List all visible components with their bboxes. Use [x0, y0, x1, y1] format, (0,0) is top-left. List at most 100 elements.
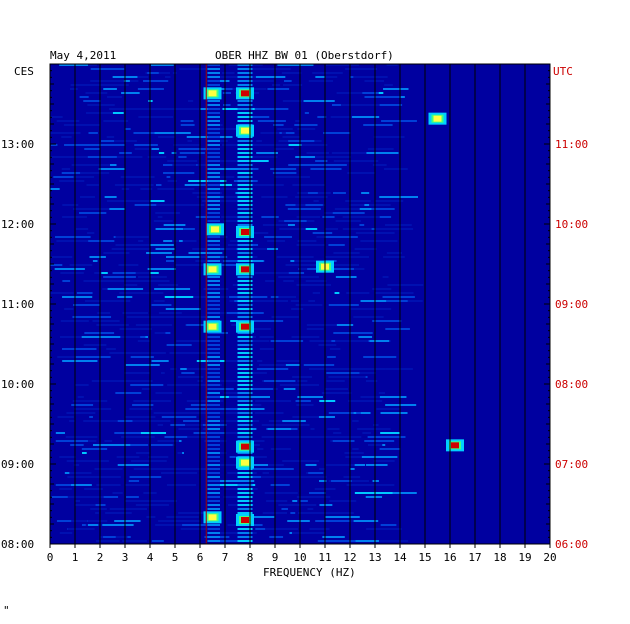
- x-tick-label: 8: [247, 551, 254, 564]
- spectral-band: [69, 264, 93, 266]
- spectral-band: [213, 160, 251, 162]
- spectral-band: [357, 428, 391, 430]
- spectral-band: [260, 468, 294, 470]
- spectral-band: [72, 316, 112, 318]
- spectral-band: [151, 360, 169, 362]
- spectral-band: [133, 468, 171, 470]
- spectral-band: [146, 252, 172, 254]
- spectral-band: [298, 268, 308, 270]
- x-tick-label: 7: [222, 551, 229, 564]
- spectral-band: [85, 420, 96, 422]
- x-tick-label: 3: [122, 551, 129, 564]
- spectral-band: [219, 480, 255, 482]
- spectral-band: [267, 240, 286, 242]
- spectral-band: [345, 456, 362, 458]
- spectral-band: [237, 216, 253, 218]
- spectral-band: [268, 420, 283, 422]
- spectral-band: [92, 300, 131, 302]
- spectral-band: [170, 424, 191, 426]
- spectral-band: [317, 116, 327, 118]
- spectral-band: [307, 192, 318, 194]
- spectral-band: [237, 404, 253, 406]
- y-tick-label-local: 09:00: [1, 458, 34, 471]
- spectral-band: [133, 468, 146, 470]
- spectral-band: [361, 192, 370, 194]
- spectral-band: [237, 112, 253, 114]
- spectral-band: [237, 432, 253, 434]
- spectral-band: [141, 388, 151, 390]
- spectral-band: [336, 324, 354, 326]
- spectral-band: [288, 272, 305, 274]
- spectral-band: [237, 348, 253, 350]
- spectral-band: [73, 176, 95, 178]
- spectral-band: [196, 196, 217, 198]
- spectral-band: [221, 216, 248, 218]
- spectral-band: [362, 484, 395, 486]
- spectral-band: [260, 476, 281, 478]
- spectral-band: [55, 496, 85, 498]
- spectral-band: [278, 504, 317, 506]
- spectral-band: [97, 312, 111, 314]
- spectral-band: [221, 144, 248, 146]
- spectral-band: [379, 216, 392, 218]
- spectral-band: [115, 244, 150, 246]
- spectral-band: [134, 148, 150, 150]
- spectral-band: [156, 392, 163, 394]
- spectral-band: [222, 92, 231, 94]
- spectral-band: [89, 280, 125, 282]
- spectral-band: [82, 452, 87, 454]
- spectral-band: [207, 276, 220, 278]
- spectral-band: [283, 84, 303, 86]
- spectral-band: [112, 492, 123, 494]
- spectral-band: [61, 172, 81, 174]
- spectral-band: [305, 280, 327, 282]
- spectral-band: [237, 384, 253, 386]
- spectral-band: [361, 456, 398, 458]
- spectral-band: [207, 144, 220, 146]
- spectral-band: [256, 368, 289, 370]
- spectral-band: [84, 488, 103, 490]
- spectral-band: [59, 336, 94, 338]
- spectral-band: [104, 440, 113, 442]
- spectral-band: [351, 340, 390, 342]
- spectral-band: [251, 336, 257, 338]
- spectral-band: [237, 360, 253, 362]
- spectral-band: [115, 392, 142, 394]
- spectral-band: [147, 72, 159, 74]
- spectral-band: [216, 540, 253, 542]
- x-axis-title: FREQUENCY (HZ): [263, 566, 356, 579]
- spectral-band: [117, 464, 149, 466]
- spectral-band: [283, 388, 296, 390]
- spectral-band: [166, 316, 197, 318]
- spectral-band: [247, 244, 259, 246]
- spectral-band: [363, 124, 393, 126]
- spectral-band: [207, 104, 220, 106]
- spectral-band: [292, 376, 313, 378]
- spectral-band: [318, 344, 337, 346]
- spectral-band: [352, 368, 386, 370]
- spectral-band: [207, 376, 220, 378]
- spectral-band: [126, 496, 139, 498]
- spectral-band: [356, 152, 366, 154]
- spectral-band: [207, 408, 220, 410]
- spectral-band: [237, 204, 253, 206]
- spectral-band: [207, 260, 220, 262]
- spectral-band: [349, 216, 376, 218]
- spectral-band: [157, 188, 195, 190]
- spectral-band: [132, 420, 171, 422]
- spectral-band: [237, 484, 253, 486]
- spectral-band: [207, 448, 220, 450]
- spectral-band: [386, 300, 408, 302]
- spectral-band: [70, 172, 110, 174]
- spectral-band: [352, 420, 359, 422]
- spectral-band: [262, 472, 270, 474]
- spectral-band: [207, 484, 220, 486]
- spectral-band: [166, 176, 171, 178]
- spectral-band: [167, 160, 198, 162]
- spectral-feature: [433, 115, 442, 122]
- spectral-band: [237, 220, 253, 222]
- spectral-band: [119, 184, 124, 186]
- spectral-band: [309, 340, 337, 342]
- spectral-band: [144, 244, 174, 246]
